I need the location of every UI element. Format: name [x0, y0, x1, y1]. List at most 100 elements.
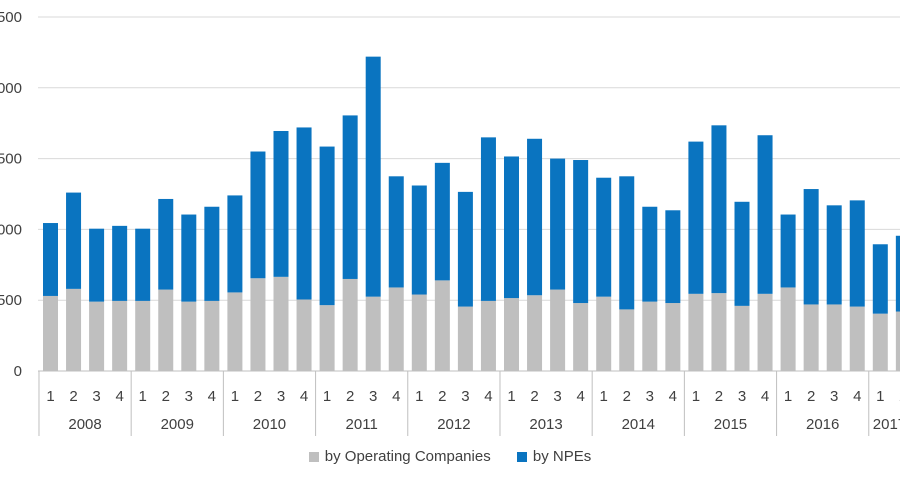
x-tick-label-quarter: 2 — [346, 388, 354, 405]
x-tick-label-quarter: 1 — [46, 388, 54, 405]
y-tick-label: 1500 — [0, 151, 22, 168]
bar-operating-companies — [389, 287, 404, 371]
bar-operating-companies — [642, 302, 657, 371]
bar-npes — [758, 135, 773, 294]
y-tick-label: 2000 — [0, 80, 22, 97]
bar-npes — [43, 223, 58, 296]
bar-npes — [66, 193, 81, 289]
x-tick-label-quarter: 1 — [231, 388, 239, 405]
x-axis: 1234123412341234123412341234123412341220… — [38, 371, 900, 436]
x-tick-label-year: 2012 — [437, 416, 470, 433]
bar-operating-companies — [896, 312, 900, 371]
bar-operating-companies — [435, 280, 450, 371]
x-tick-label-quarter: 1 — [507, 388, 515, 405]
x-tick-label-quarter: 4 — [576, 388, 584, 405]
x-tick-label-quarter: 2 — [162, 388, 170, 405]
bar-operating-companies — [827, 304, 842, 371]
bar-operating-companies — [227, 292, 242, 371]
bar-operating-companies — [181, 302, 196, 371]
bar-npes — [573, 160, 588, 303]
bar-operating-companies — [412, 295, 427, 371]
x-tick-label-year: 2009 — [161, 416, 194, 433]
x-tick-label-quarter: 1 — [692, 388, 700, 405]
x-tick-label-quarter: 1 — [600, 388, 608, 405]
bar-npes — [320, 147, 335, 306]
bar-operating-companies — [873, 314, 888, 371]
x-tick-label-quarter: 4 — [853, 388, 861, 405]
bar-npes — [550, 159, 565, 290]
bar-operating-companies — [781, 287, 796, 371]
legend-label-operating-companies: by Operating Companies — [325, 448, 491, 465]
x-tick-label-year: 2013 — [529, 416, 562, 433]
bar-npes — [227, 195, 242, 292]
bar-npes — [343, 115, 358, 279]
legend: by Operating Companies by NPEs — [0, 448, 900, 466]
x-tick-label-quarter: 3 — [277, 388, 285, 405]
x-tick-label-year: 2014 — [622, 416, 655, 433]
bar-operating-companies — [504, 298, 519, 371]
x-tick-label-year: 2011 — [346, 416, 378, 433]
bar-npes — [711, 125, 726, 293]
bar-operating-companies — [250, 278, 265, 371]
y-tick-label: 500 — [0, 292, 22, 309]
bar-npes — [435, 163, 450, 281]
bar-npes — [781, 215, 796, 288]
bar-npes — [297, 127, 312, 299]
bar-operating-companies — [850, 307, 865, 371]
bar-operating-companies — [135, 301, 150, 371]
bar-npes — [458, 192, 473, 307]
bar-npes — [873, 244, 888, 313]
bar-npes — [665, 210, 680, 303]
x-tick-label-year: 2017 — [873, 416, 900, 433]
bar-operating-companies — [66, 289, 81, 371]
legend-item-npes: by NPEs — [517, 448, 591, 465]
bar-operating-companies — [550, 290, 565, 371]
x-tick-label-quarter: 4 — [669, 388, 677, 405]
x-tick-label-quarter: 2 — [254, 388, 262, 405]
bar-npes — [850, 200, 865, 306]
x-tick-label-quarter: 1 — [784, 388, 792, 405]
bar-operating-companies — [735, 306, 750, 371]
x-tick-label-quarter: 4 — [115, 388, 123, 405]
x-tick-label-quarter: 3 — [738, 388, 746, 405]
bar-npes — [504, 156, 519, 298]
bar-npes — [204, 207, 219, 301]
x-tick-label-quarter: 4 — [761, 388, 769, 405]
x-tick-label-quarter: 2 — [623, 388, 631, 405]
x-tick-label-quarter: 4 — [484, 388, 492, 405]
bar-npes — [896, 236, 900, 312]
bar-operating-companies — [596, 297, 611, 371]
bar-npes — [804, 189, 819, 304]
bar-npes — [158, 199, 173, 290]
x-tick-label-year: 2015 — [714, 416, 747, 433]
x-tick-label-quarter: 2 — [715, 388, 723, 405]
bar-npes — [135, 229, 150, 301]
x-tick-label-quarter: 2 — [438, 388, 446, 405]
bar-npes — [827, 205, 842, 304]
x-tick-label-year: 2010 — [253, 416, 286, 433]
bar-npes — [366, 57, 381, 297]
bar-npes — [250, 152, 265, 279]
y-tick-label: 0 — [14, 363, 22, 380]
bar-operating-companies — [711, 293, 726, 371]
bar-operating-companies — [758, 294, 773, 371]
x-tick-label-quarter: 3 — [461, 388, 469, 405]
x-tick-label-quarter: 2 — [530, 388, 538, 405]
x-tick-label-quarter: 4 — [392, 388, 400, 405]
x-tick-label-quarter: 1 — [323, 388, 331, 405]
bar-operating-companies — [458, 307, 473, 371]
bar-operating-companies — [481, 301, 496, 371]
x-tick-label-quarter: 2 — [69, 388, 77, 405]
legend-item-operating-companies: by Operating Companies — [309, 448, 491, 465]
bar-npes — [112, 226, 127, 301]
bar-npes — [596, 178, 611, 297]
x-tick-label-quarter: 3 — [646, 388, 654, 405]
x-tick-label-year: 2016 — [806, 416, 839, 433]
bar-npes — [527, 139, 542, 295]
legend-swatch-npes — [517, 452, 527, 462]
x-tick-label-quarter: 3 — [369, 388, 377, 405]
bar-operating-companies — [688, 294, 703, 371]
x-tick-label-quarter: 4 — [300, 388, 308, 405]
x-tick-label-quarter: 3 — [830, 388, 838, 405]
